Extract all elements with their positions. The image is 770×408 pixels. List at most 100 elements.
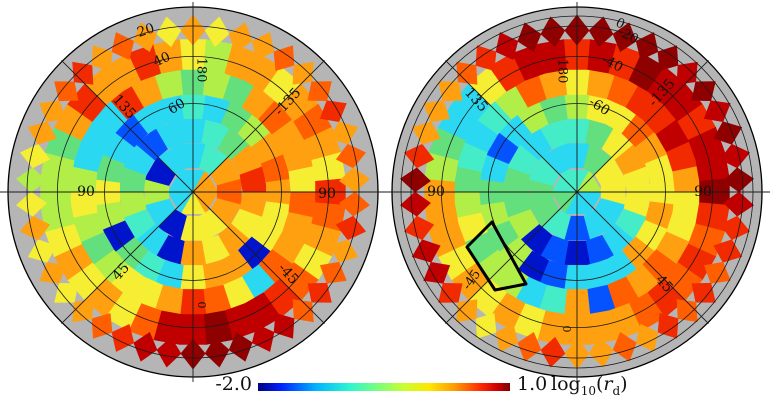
map-cell bbox=[204, 336, 230, 368]
map-cell bbox=[329, 121, 359, 145]
map-cell bbox=[228, 332, 253, 362]
map-cell bbox=[540, 16, 566, 48]
meridian-line bbox=[192, 60, 325, 193]
graticule-label: 0 bbox=[560, 326, 573, 333]
map-cell bbox=[423, 100, 451, 123]
map-cell bbox=[16, 191, 47, 217]
map-cell bbox=[403, 143, 435, 169]
map-cell bbox=[657, 313, 679, 339]
map-cell bbox=[719, 143, 751, 169]
meridian-line bbox=[61, 191, 194, 324]
map-cell bbox=[273, 45, 295, 71]
map-cell bbox=[91, 45, 113, 71]
pixel-ring bbox=[528, 143, 626, 241]
map-cell bbox=[273, 313, 295, 339]
map-cell bbox=[339, 167, 370, 193]
colorbar-gradient bbox=[258, 383, 510, 391]
map-cell bbox=[676, 299, 698, 323]
map-cell bbox=[204, 16, 230, 48]
map-cell bbox=[39, 100, 67, 123]
map-cell bbox=[292, 61, 314, 85]
map-cell bbox=[588, 16, 614, 48]
map-cell bbox=[54, 282, 79, 303]
meridian-line bbox=[576, 191, 709, 324]
map-cell bbox=[676, 61, 698, 85]
map-cell bbox=[329, 239, 359, 263]
map-cell bbox=[657, 45, 679, 71]
map-cell bbox=[400, 167, 431, 193]
selection-box bbox=[465, 220, 528, 292]
map-cell bbox=[335, 143, 367, 169]
quantity-variable-subscript: d bbox=[612, 383, 621, 398]
pixel-ring bbox=[118, 118, 268, 266]
meridian-line bbox=[445, 60, 578, 193]
map-cell bbox=[319, 261, 347, 284]
map-cell bbox=[27, 239, 57, 263]
map-cell bbox=[612, 332, 637, 362]
map-cell bbox=[411, 239, 441, 263]
map-cell bbox=[39, 261, 67, 284]
graticule-label: 0 bbox=[195, 302, 208, 309]
pixel-ring bbox=[16, 14, 370, 370]
graticule-label: 90 bbox=[318, 186, 336, 202]
map-cell bbox=[719, 215, 751, 241]
map-cell bbox=[703, 261, 731, 284]
map-cell bbox=[456, 299, 478, 323]
map-cell bbox=[156, 336, 182, 368]
map-cell bbox=[438, 81, 463, 102]
map-cell bbox=[19, 143, 51, 169]
quantity-subscript: 10 bbox=[580, 383, 596, 398]
map-cell bbox=[27, 121, 57, 145]
graticule-label: 40 bbox=[151, 49, 173, 71]
map-cell bbox=[723, 167, 754, 193]
map-cell bbox=[475, 313, 497, 339]
map-cell bbox=[423, 261, 451, 284]
map-cell bbox=[475, 45, 497, 71]
map-cell bbox=[319, 100, 347, 123]
pixel-ring bbox=[502, 118, 652, 266]
graticule-label: 20 bbox=[135, 20, 156, 41]
map-cell bbox=[713, 239, 743, 263]
map-cell bbox=[691, 282, 716, 303]
map-cell bbox=[723, 191, 754, 217]
map-cell bbox=[307, 81, 332, 102]
map-cell bbox=[16, 167, 47, 193]
map-cell bbox=[438, 282, 463, 303]
map-cell bbox=[588, 336, 614, 368]
map-cell bbox=[713, 121, 743, 145]
meridian-line bbox=[192, 191, 325, 324]
map-cell bbox=[456, 61, 478, 85]
map-cell bbox=[72, 299, 94, 323]
colorbar-quantity-label: log10(rd) bbox=[551, 373, 628, 397]
map-cell bbox=[691, 81, 716, 102]
map-cell bbox=[133, 22, 158, 52]
graticule-label: 180 bbox=[555, 59, 570, 84]
map-cell bbox=[54, 81, 79, 102]
graticule-label: 60 bbox=[165, 95, 188, 118]
map-cell bbox=[411, 121, 441, 145]
quantity-prefix: log bbox=[551, 373, 581, 395]
map-cell bbox=[72, 61, 94, 85]
colorbar-min-label: -2.0 bbox=[215, 373, 252, 395]
map-cell bbox=[19, 215, 51, 241]
map-cell bbox=[335, 215, 367, 241]
map-cell bbox=[403, 215, 435, 241]
map-cell bbox=[339, 191, 370, 217]
quantity-open-paren: ( bbox=[595, 373, 604, 395]
map-cell bbox=[228, 22, 253, 52]
graticule-label: 180 bbox=[194, 58, 209, 83]
pixel-ring bbox=[400, 14, 754, 370]
colorbar-max-label: 1.0 bbox=[517, 373, 548, 395]
quantity-close-paren: ) bbox=[620, 373, 628, 395]
meridian-line bbox=[576, 60, 709, 193]
map-cell bbox=[517, 332, 542, 362]
quantity-variable: r bbox=[603, 373, 613, 395]
map-cell bbox=[156, 16, 182, 48]
map-cell bbox=[400, 191, 431, 217]
map-cell bbox=[292, 299, 314, 323]
map-cell bbox=[153, 39, 183, 74]
map-cell bbox=[703, 100, 731, 123]
map-cell bbox=[307, 282, 332, 303]
